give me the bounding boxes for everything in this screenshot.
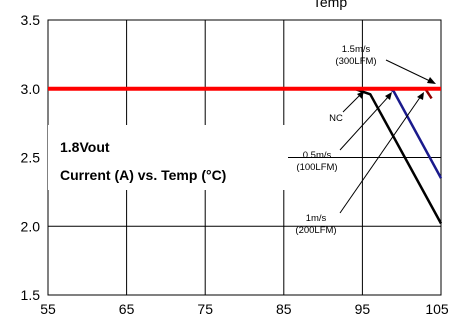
y-tick-labels: 1.5 2.0 2.5 3.0 3.5	[21, 12, 41, 303]
x-tick-label: 105	[425, 301, 449, 317]
annotation-1-line2: (200LFM)	[295, 225, 336, 236]
y-tick-label: 1.5	[21, 287, 41, 303]
arrow-05-head	[385, 92, 392, 100]
x-tick-label: 65	[119, 301, 135, 317]
annotation-15-line2: (300LFM)	[335, 56, 376, 67]
airflow-annotations: 1.5m/s (300LFM) NC 0.5m/s (100LFM) 1m/s …	[295, 44, 436, 236]
annotation-05-line1: 0.5m/s	[303, 150, 332, 161]
annotation-05-line2: (100LFM)	[296, 162, 337, 173]
x-tick-label: 75	[197, 301, 213, 317]
x-tick-label: 55	[40, 301, 56, 317]
arrow-nc	[342, 93, 362, 113]
y-tick-label: 2.5	[21, 150, 41, 166]
vout-label: 1.8Vout	[60, 139, 110, 155]
y-tick-label: 3.0	[21, 81, 41, 97]
annotation-15-line1: 1.5m/s	[342, 44, 371, 55]
y-tick-label: 3.5	[21, 12, 41, 28]
arrow-15-head	[427, 77, 436, 84]
annotation-1-line1: 1m/s	[306, 213, 327, 224]
x-tick-label: 85	[276, 301, 292, 317]
annotation-nc: NC	[329, 113, 343, 124]
arrow-1	[339, 95, 422, 214]
chart-title: Temp	[313, 0, 347, 10]
y-tick-label: 2.0	[21, 218, 41, 234]
arrow-15	[385, 59, 433, 83]
x-tick-labels: 55 65 75 85 95 105	[40, 301, 449, 317]
curve-label: Current (A) vs. Temp (°C)	[60, 167, 226, 183]
arrow-1-head	[417, 92, 424, 100]
arrow-nc-head	[357, 91, 364, 99]
x-tick-label: 95	[355, 301, 371, 317]
series-lines	[48, 86, 443, 225]
label-box	[48, 125, 288, 190]
arrow-05	[339, 95, 390, 151]
